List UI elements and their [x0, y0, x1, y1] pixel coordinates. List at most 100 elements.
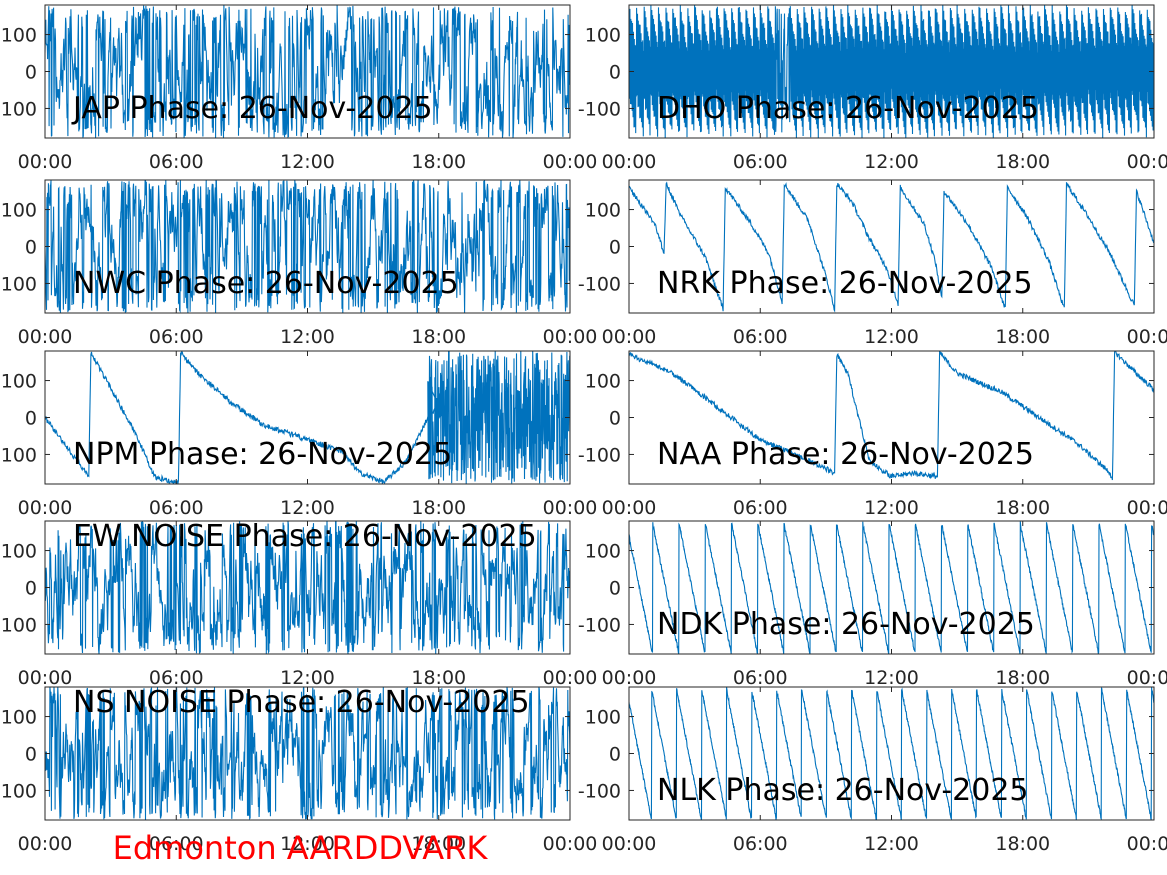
- y-tick-label: 0: [25, 744, 37, 766]
- x-tick-label: 18:00: [411, 326, 466, 348]
- phase-series-line: [45, 687, 570, 820]
- x-tick-label: 00:00: [543, 667, 598, 689]
- x-tick-label: 00:00: [543, 833, 598, 855]
- x-tick-label: 06:00: [733, 833, 788, 855]
- x-tick-label: 06:00: [733, 151, 788, 173]
- panel-2: 00:00 06:00 12:00 18:00 00:00 100 0 -100 NWC Pha…: [0, 179, 598, 348]
- phase-series-line: [629, 351, 1154, 481]
- y-tick-label: 0: [25, 62, 37, 84]
- panel-title: NAA Phase: 26-Nov-2025: [657, 437, 1034, 472]
- y-tick-label: 100: [585, 541, 621, 563]
- panel-title: NRK Phase: 26-Nov-2025: [657, 266, 1033, 301]
- y-tick-label: -100: [0, 780, 37, 802]
- x-tick-label: 18:00: [995, 833, 1050, 855]
- x-tick-label: 12:00: [864, 497, 919, 519]
- phase-series-line: [45, 180, 570, 313]
- x-tick-label: 00:00: [602, 151, 657, 173]
- x-tick-label: 00:00: [18, 151, 73, 173]
- y-tick-label: -100: [0, 444, 37, 466]
- x-tick-label: 18:00: [411, 497, 466, 519]
- y-tick-label: -100: [0, 98, 37, 120]
- panel-title: EW NOISE Phase: 26-Nov-2025: [73, 519, 537, 554]
- panel-0: 00:00 06:00 12:00 18:00 00:00 100 0 -100 JAP Pha…: [0, 4, 598, 173]
- x-tick-label: 00:00: [543, 497, 598, 519]
- x-tick-label: 18:00: [411, 667, 466, 689]
- x-tick-label: 00:00: [18, 497, 73, 519]
- panel-7: 00:00 06:00 12:00 18:00 00:00 100 0 -100 NDK Pha…: [578, 520, 1167, 689]
- phase-series-line: [45, 351, 570, 484]
- x-tick-label: 00:00: [18, 326, 73, 348]
- x-tick-label: 18:00: [411, 151, 466, 173]
- y-tick-label: 0: [609, 408, 621, 430]
- x-tick-label: 18:00: [995, 151, 1050, 173]
- x-tick-label: 18:00: [411, 833, 466, 855]
- panel-3: 00:00 06:00 12:00 18:00 00:00 100 0 -100 NRK Pha…: [578, 179, 1167, 348]
- y-tick-label: 0: [609, 62, 621, 84]
- y-tick-label: 0: [609, 744, 621, 766]
- x-tick-label: 00:00: [602, 326, 657, 348]
- x-tick-label: 12:00: [864, 151, 919, 173]
- y-tick-label: 100: [1, 707, 37, 729]
- x-tick-label: 00:00: [1127, 326, 1167, 348]
- phase-series-line: [45, 521, 570, 654]
- panel-8: 00:00 06:00 12:00 18:00 00:00 100 0 -100 NS NOIS…: [0, 685, 597, 855]
- y-tick-label: 100: [585, 707, 621, 729]
- y-tick-label: -100: [578, 273, 621, 295]
- y-tick-label: 100: [585, 200, 621, 222]
- y-tick-label: 100: [585, 25, 621, 47]
- x-tick-label: 00:00: [543, 326, 598, 348]
- y-tick-label: 0: [609, 237, 621, 259]
- x-tick-label: 18:00: [995, 667, 1050, 689]
- y-tick-label: 100: [1, 371, 37, 393]
- x-tick-label: 06:00: [149, 667, 204, 689]
- y-tick-label: 0: [25, 408, 37, 430]
- panel-6: 00:00 06:00 12:00 18:00 00:00 100 0 -100 EW NOIS…: [0, 519, 597, 689]
- y-tick-label: -100: [0, 273, 37, 295]
- phase-series-line: [629, 5, 1154, 138]
- footer-station-label: Edmonton AARDDVARK: [113, 829, 489, 867]
- y-tick-label: -100: [578, 444, 621, 466]
- y-tick-label: 0: [609, 578, 621, 600]
- panel-title: NPM Phase: 26-Nov-2025: [73, 437, 452, 472]
- panel-title: NDK Phase: 26-Nov-2025: [657, 607, 1035, 642]
- x-tick-label: 00:00: [18, 833, 73, 855]
- panel-4: 00:00 06:00 12:00 18:00 00:00 100 0 -100 NPM Pha…: [0, 350, 598, 519]
- panel-title: NS NOISE Phase: 26-Nov-2025: [73, 685, 530, 720]
- y-tick-label: 100: [1, 541, 37, 563]
- x-tick-label: 00:00: [1127, 151, 1167, 173]
- phase-series-line: [629, 181, 1154, 313]
- panel-title: JAP Phase: 26-Nov-2025: [71, 91, 433, 126]
- x-tick-label: 06:00: [149, 497, 204, 519]
- x-tick-label: 12:00: [280, 326, 335, 348]
- panel-9: 00:00 06:00 12:00 18:00 00:00 100 0 -100 NLK Pha…: [578, 686, 1167, 855]
- x-tick-label: 12:00: [864, 833, 919, 855]
- phase-series-line: [45, 5, 570, 138]
- panel-5: 00:00 06:00 12:00 18:00 00:00 100 0 -100 NAA Pha…: [578, 350, 1167, 519]
- y-tick-label: 100: [585, 371, 621, 393]
- x-tick-label: 00:00: [18, 667, 73, 689]
- panel-1: 00:00 06:00 12:00 18:00 00:00 100 0 -100 DHO Pha…: [578, 4, 1167, 173]
- x-tick-label: 12:00: [864, 667, 919, 689]
- x-tick-label: 00:00: [602, 667, 657, 689]
- y-tick-label: 0: [25, 237, 37, 259]
- x-tick-label: 06:00: [733, 326, 788, 348]
- y-tick-label: 100: [1, 25, 37, 47]
- x-tick-label: 06:00: [733, 667, 788, 689]
- phase-series-line: [629, 687, 1154, 820]
- x-tick-label: 06:00: [149, 326, 204, 348]
- x-tick-label: 00:00: [602, 497, 657, 519]
- x-tick-label: 00:00: [1127, 833, 1167, 855]
- x-tick-label: 06:00: [149, 833, 204, 855]
- y-tick-label: -100: [578, 614, 621, 636]
- y-tick-label: 0: [25, 578, 37, 600]
- x-tick-label: 12:00: [280, 497, 335, 519]
- panel-title: DHO Phase: 26-Nov-2025: [657, 91, 1039, 126]
- y-tick-label: -100: [0, 614, 37, 636]
- x-tick-label: 12:00: [864, 326, 919, 348]
- panel-title: NLK Phase: 26-Nov-2025: [657, 773, 1029, 808]
- x-tick-label: 00:00: [543, 151, 598, 173]
- x-tick-label: 06:00: [149, 151, 204, 173]
- y-tick-label: 100: [1, 200, 37, 222]
- x-tick-label: 06:00: [733, 497, 788, 519]
